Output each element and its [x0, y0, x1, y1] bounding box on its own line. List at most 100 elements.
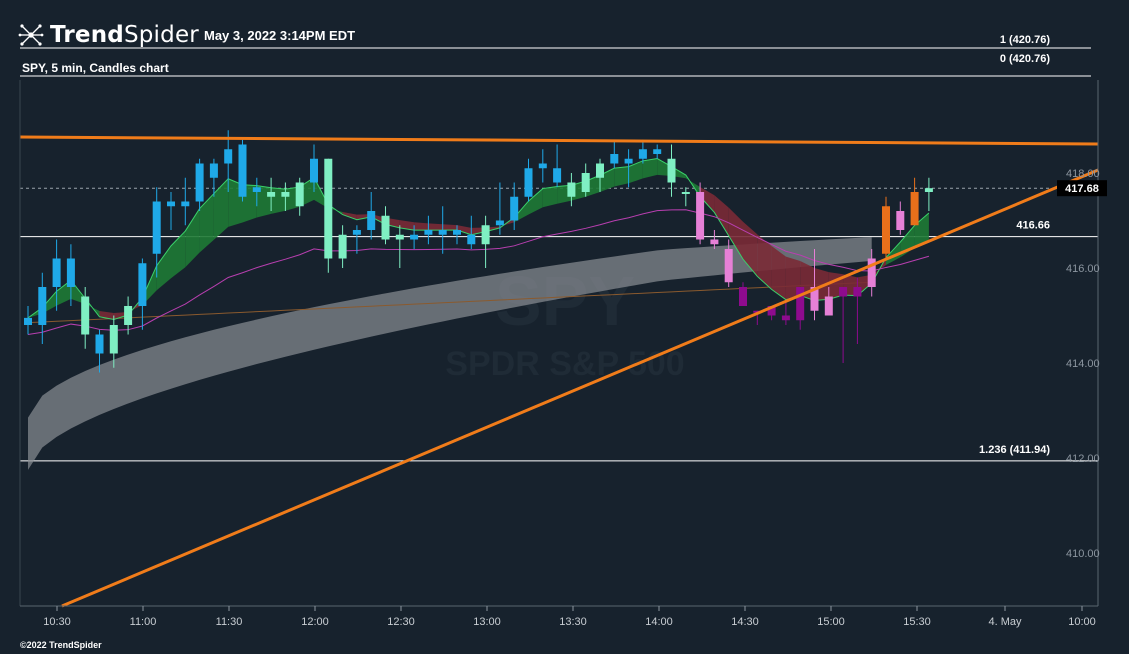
candle-body	[867, 258, 876, 287]
ema-ribbon-segment	[771, 245, 786, 300]
y-tick-label: 414.00	[1066, 358, 1100, 370]
x-tick-label: 4. May	[988, 616, 1022, 628]
candle-body	[653, 149, 662, 154]
candle-body	[481, 225, 490, 245]
candle-body	[696, 192, 705, 240]
ema-ribbon-segment	[271, 187, 286, 214]
ema-ribbon-segment	[714, 195, 729, 236]
candle	[638, 139, 647, 164]
candle-body	[167, 201, 175, 207]
ema-ribbon-segment	[156, 245, 171, 291]
ema-ribbon-segment	[628, 160, 643, 184]
resistance-trendline	[19, 135, 1099, 146]
candle-body	[24, 317, 32, 325]
candle	[524, 158, 533, 202]
ema-ribbon-segment	[642, 158, 658, 179]
candle	[267, 177, 276, 211]
ema-ribbon-segment	[414, 222, 429, 231]
candle	[95, 329, 104, 373]
ema-ribbon-segment	[442, 224, 457, 231]
candle-body	[410, 234, 419, 240]
candle-body	[567, 182, 576, 197]
candle	[38, 272, 47, 344]
candle-body	[924, 188, 933, 192]
chart-subtitle: SPY, 5 min, Candles chart	[22, 61, 169, 75]
candle-body	[824, 296, 833, 316]
candle-body	[367, 211, 376, 230]
candle	[853, 277, 862, 344]
candle-body	[667, 158, 676, 183]
candle	[324, 158, 333, 273]
candle-body	[910, 192, 919, 226]
candle-body	[453, 230, 461, 235]
candle	[653, 144, 662, 159]
candle-body	[338, 234, 347, 259]
candle	[581, 163, 590, 197]
x-tick-label: 12:00	[301, 616, 329, 628]
candle	[438, 206, 447, 254]
ema-ribbon-segment	[728, 207, 743, 260]
candle	[924, 177, 933, 211]
candle-body	[295, 182, 304, 207]
watermark-name: SPDR S&P 500	[445, 345, 684, 383]
candle-body	[181, 201, 190, 207]
candle-body	[882, 206, 890, 254]
candle-body	[896, 211, 905, 230]
ema-ribbon-segment	[457, 225, 472, 235]
candle-body	[352, 230, 361, 235]
candle	[395, 225, 404, 268]
y-tick-label: 416.00	[1066, 263, 1100, 275]
candle-body	[109, 325, 118, 354]
candle	[124, 296, 133, 335]
candle	[624, 149, 633, 188]
candle	[167, 192, 175, 230]
candle	[696, 182, 705, 245]
ema-ribbon-segment	[914, 212, 929, 248]
candle-body	[281, 192, 290, 197]
candle	[310, 144, 318, 192]
candle	[810, 249, 819, 321]
y-tick-label: 418.00	[1066, 168, 1100, 180]
candle-body	[152, 201, 161, 254]
x-tick-label: 10:00	[1068, 616, 1096, 628]
candle-body	[724, 249, 733, 283]
ema-ribbon-segment	[528, 188, 543, 215]
candle-body	[395, 234, 404, 240]
candle-body	[381, 215, 390, 240]
candle-body	[81, 296, 90, 335]
candle-body	[581, 173, 590, 192]
ema-ribbon-segment	[342, 212, 357, 220]
fast-ema-line	[27, 158, 930, 321]
fib-level-label: 0 (420.76)	[1000, 53, 1050, 65]
ema-ribbon-segment	[757, 234, 772, 290]
candle-body	[538, 163, 547, 169]
x-tick-label: 15:00	[817, 616, 845, 628]
candle-body	[853, 287, 862, 297]
candle	[295, 177, 304, 216]
candle-body	[52, 258, 61, 287]
candle-body	[739, 287, 747, 306]
candle-body	[209, 163, 218, 178]
candle	[66, 244, 75, 306]
candle-body	[324, 158, 333, 259]
x-tick-label: 13:30	[559, 616, 587, 628]
ema-ribbon-segment	[399, 220, 415, 231]
candle	[209, 158, 218, 197]
candle	[252, 177, 261, 207]
candle-body	[267, 192, 276, 197]
candle	[710, 230, 719, 249]
candle-body	[124, 306, 133, 325]
candle	[81, 287, 90, 349]
x-tick-label: 14:00	[645, 616, 673, 628]
candle-body	[424, 230, 433, 235]
candle	[238, 139, 247, 202]
candle	[281, 182, 290, 211]
candle-body	[524, 168, 533, 197]
ema-ribbon-segment	[213, 178, 229, 240]
x-tick-label: 13:00	[473, 616, 501, 628]
ema-ribbon-segment	[614, 166, 629, 187]
copyright: ©2022 TrendSpider	[20, 640, 102, 650]
candle-body	[66, 258, 75, 287]
candle	[867, 249, 876, 297]
